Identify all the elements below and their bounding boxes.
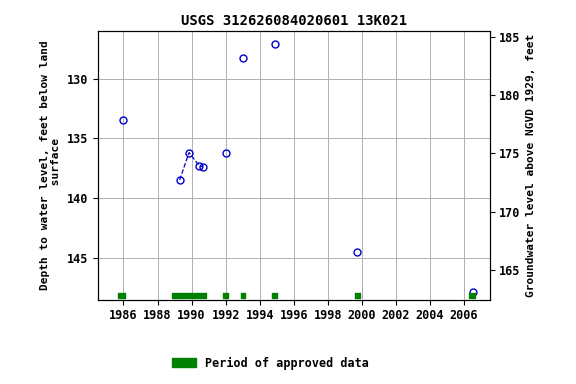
Legend: Period of approved data: Period of approved data bbox=[168, 352, 374, 374]
Title: USGS 312626084020601 13K021: USGS 312626084020601 13K021 bbox=[181, 14, 407, 28]
Y-axis label: Groundwater level above NGVD 1929, feet: Groundwater level above NGVD 1929, feet bbox=[526, 33, 536, 297]
Y-axis label: Depth to water level, feet below land
 surface: Depth to water level, feet below land su… bbox=[40, 40, 61, 290]
